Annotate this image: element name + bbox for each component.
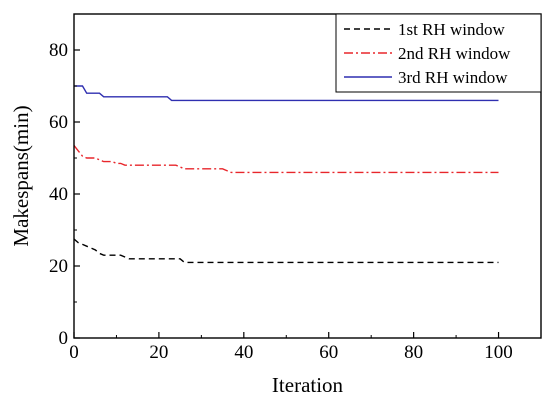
y-tick-label: 20 xyxy=(49,256,68,277)
y-tick-label: 60 xyxy=(49,112,68,133)
x-tick-label: 20 xyxy=(149,342,168,363)
plot-frame xyxy=(73,13,542,339)
x-tick-label: 100 xyxy=(484,342,513,363)
x-tick-label: 0 xyxy=(69,342,79,363)
y-tick-label: 0 xyxy=(59,328,69,349)
x-tick-label: 80 xyxy=(404,342,423,363)
series-line-2 xyxy=(73,144,499,174)
y-tick-label: 80 xyxy=(49,40,68,61)
y-axis-title: Makespans(min) xyxy=(9,105,33,246)
legend-label-3: 3rd RH window xyxy=(398,68,508,87)
x-axis-title: Iteration xyxy=(272,373,344,397)
legend-label-2: 2nd RH window xyxy=(398,44,511,63)
series-group xyxy=(73,85,499,264)
series-line-1 xyxy=(73,238,499,264)
legend-box xyxy=(335,13,542,93)
y-tick-label: 40 xyxy=(49,184,68,205)
series-line-3 xyxy=(74,85,499,102)
x-tick-label: 60 xyxy=(319,342,338,363)
legend-label-1: 1st RH window xyxy=(398,20,505,39)
x-tick-label: 40 xyxy=(234,342,253,363)
legend: 1st RH window 2nd RH window 3rd RH window xyxy=(335,13,542,93)
axis-ticks: 0 20 40 60 80 100 0 20 40 60 80 xyxy=(49,40,513,363)
